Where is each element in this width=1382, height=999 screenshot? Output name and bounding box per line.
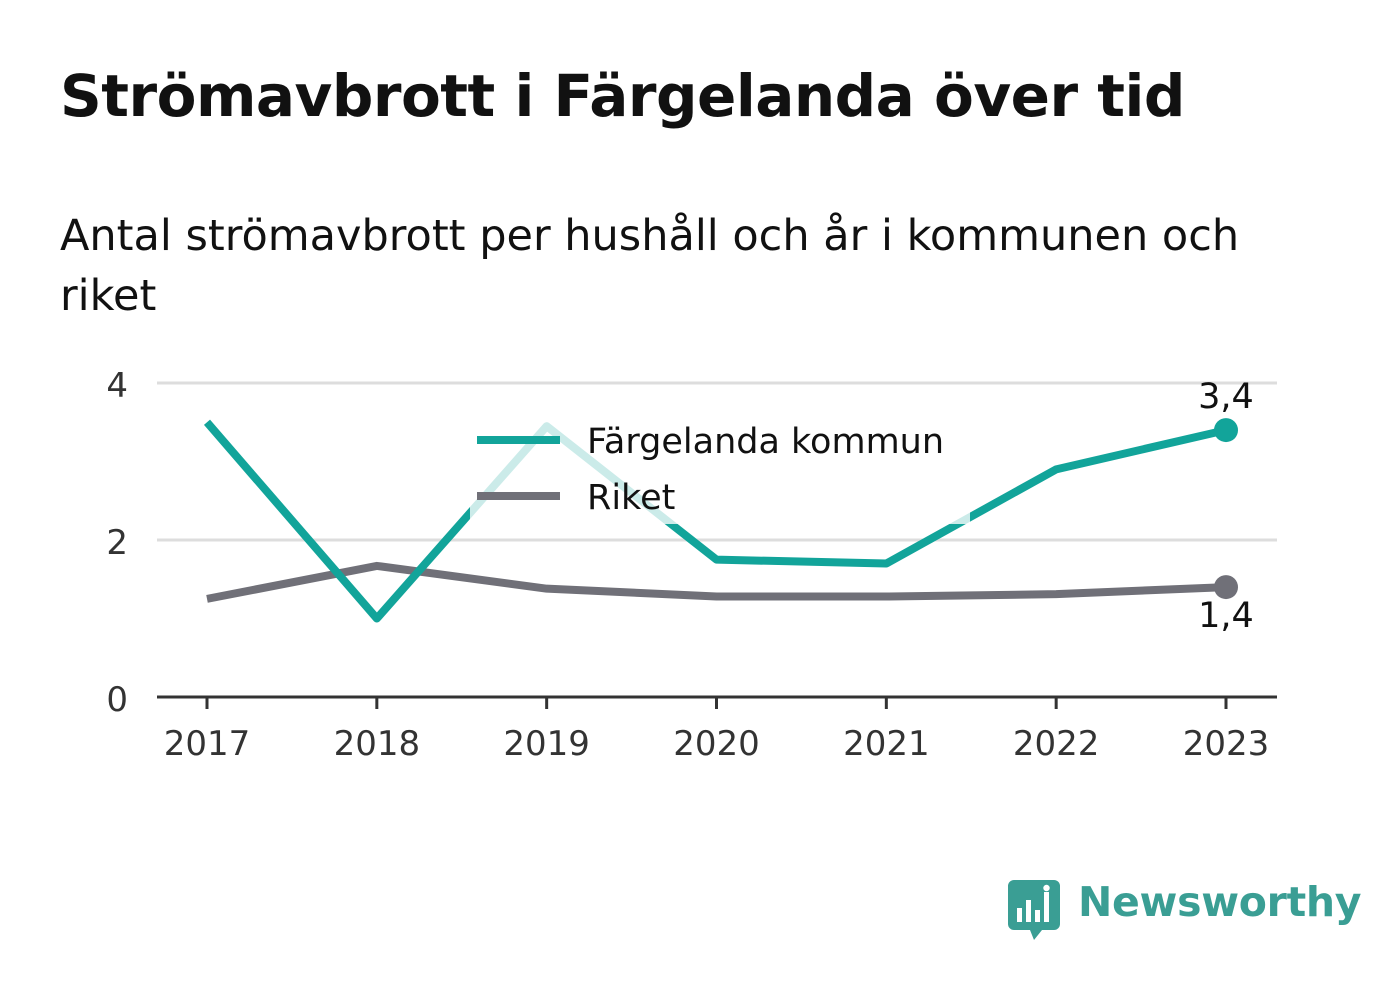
chart-subtitle: Antal strömavbrott per hushåll och år i … — [60, 211, 1240, 321]
legend-label: Riket — [587, 478, 675, 518]
end-value-label: 3,4 — [1198, 377, 1254, 417]
legend-label: Färgelanda kommun — [587, 422, 944, 462]
x-tick-label: 2022 — [1013, 724, 1100, 764]
y-tick-label: 2 — [106, 523, 128, 563]
x-tick-label: 2019 — [503, 724, 590, 764]
end-point-marker — [1214, 575, 1238, 600]
x-tick-label: 2021 — [843, 724, 930, 764]
brand-logo: Newsworthy — [1008, 876, 1361, 946]
x-tick-label: 2023 — [1183, 724, 1270, 764]
chart-title: Strömavbrott i Färgelanda över tid — [60, 62, 1185, 130]
end-value-label: 1,4 — [1198, 596, 1254, 636]
series-line-riket — [206, 561, 1227, 603]
end-point-marker — [1214, 418, 1238, 443]
y-tick-label: 0 — [106, 680, 128, 720]
legend-background — [470, 412, 970, 524]
brand-name: Newsworthy — [1078, 878, 1362, 926]
y-tick-label: 4 — [106, 366, 128, 406]
series-line-färgelanda-kommun — [203, 419, 1227, 623]
x-tick-label: 2017 — [164, 724, 251, 764]
newsworthy-logo-icon — [1008, 880, 1060, 940]
x-tick-label: 2020 — [673, 724, 760, 764]
x-tick-label: 2018 — [334, 724, 421, 764]
